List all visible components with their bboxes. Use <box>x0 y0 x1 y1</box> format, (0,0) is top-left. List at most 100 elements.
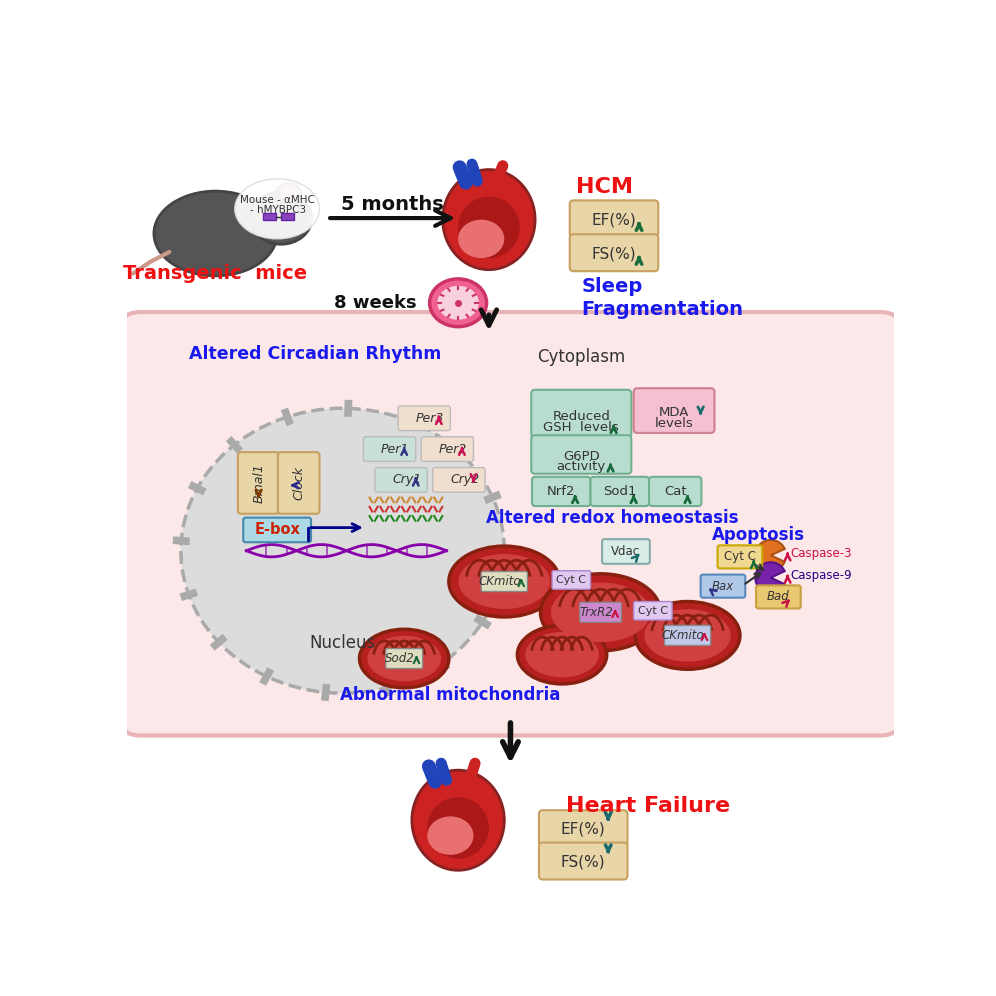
Text: Mouse - αMHC: Mouse - αMHC <box>240 194 316 204</box>
FancyBboxPatch shape <box>263 213 276 220</box>
Ellipse shape <box>437 286 479 320</box>
FancyBboxPatch shape <box>532 477 591 506</box>
Ellipse shape <box>360 629 449 688</box>
Text: Bax: Bax <box>712 580 734 593</box>
Bar <box>281 407 294 426</box>
Ellipse shape <box>427 817 473 855</box>
Ellipse shape <box>181 408 504 693</box>
FancyBboxPatch shape <box>580 603 622 622</box>
Wedge shape <box>755 563 785 593</box>
Ellipse shape <box>525 632 599 677</box>
FancyBboxPatch shape <box>421 437 473 461</box>
FancyBboxPatch shape <box>539 810 627 848</box>
Ellipse shape <box>280 187 297 202</box>
Ellipse shape <box>276 183 302 206</box>
Text: Abnormal mitochondria: Abnormal mitochondria <box>341 686 561 704</box>
Text: Cry2: Cry2 <box>450 473 480 486</box>
Text: Altered redox homeostasis: Altered redox homeostasis <box>486 509 738 527</box>
Text: - hMYBPC3: - hMYBPC3 <box>250 204 306 214</box>
FancyBboxPatch shape <box>591 477 649 506</box>
Text: G6PD: G6PD <box>563 449 600 462</box>
Text: EF(%): EF(%) <box>592 212 636 227</box>
Text: 5 months: 5 months <box>342 195 444 214</box>
Ellipse shape <box>412 770 504 871</box>
FancyBboxPatch shape <box>570 234 658 271</box>
FancyBboxPatch shape <box>552 571 591 590</box>
Text: Heart Failure: Heart Failure <box>566 797 730 817</box>
FancyBboxPatch shape <box>539 843 627 879</box>
Ellipse shape <box>442 169 535 270</box>
Text: Cat: Cat <box>664 485 686 498</box>
Wedge shape <box>755 540 785 571</box>
Text: CKmito: CKmito <box>661 628 704 641</box>
Ellipse shape <box>635 602 740 669</box>
Ellipse shape <box>368 635 441 681</box>
Bar <box>172 537 190 545</box>
Ellipse shape <box>154 191 277 276</box>
Bar <box>321 683 331 701</box>
Text: FS(%): FS(%) <box>561 855 606 870</box>
Bar <box>188 481 206 495</box>
FancyBboxPatch shape <box>278 452 320 514</box>
Text: Nrf2: Nrf2 <box>547 485 576 498</box>
FancyBboxPatch shape <box>717 546 762 569</box>
Ellipse shape <box>429 279 487 327</box>
Text: Per1: Per1 <box>381 442 409 455</box>
Text: Sleep
Fragmentation: Sleep Fragmentation <box>582 277 743 320</box>
Text: Cyt C: Cyt C <box>724 551 756 564</box>
Ellipse shape <box>458 196 520 258</box>
Text: Cry1: Cry1 <box>392 473 422 486</box>
Text: HCM: HCM <box>576 177 632 197</box>
FancyBboxPatch shape <box>633 388 714 433</box>
Bar <box>473 615 492 629</box>
Bar <box>434 654 450 672</box>
Text: Nucleus: Nucleus <box>310 634 375 652</box>
Bar <box>259 667 274 686</box>
Ellipse shape <box>458 554 550 609</box>
Ellipse shape <box>235 179 320 239</box>
Ellipse shape <box>250 192 312 244</box>
Text: Caspase-9: Caspase-9 <box>791 569 853 582</box>
Text: Bmal1: Bmal1 <box>252 463 265 503</box>
FancyBboxPatch shape <box>531 389 631 437</box>
Ellipse shape <box>551 583 650 642</box>
Text: Bad: Bad <box>767 591 790 604</box>
Text: EF(%): EF(%) <box>561 822 606 837</box>
Bar <box>210 633 228 650</box>
Ellipse shape <box>449 546 560 617</box>
Text: Apoptosis: Apoptosis <box>712 526 805 545</box>
Text: Clock: Clock <box>292 466 305 500</box>
Text: Reduced: Reduced <box>553 410 611 423</box>
Text: Altered Circadian Rhythm: Altered Circadian Rhythm <box>189 346 442 364</box>
Text: Caspase-3: Caspase-3 <box>791 547 853 560</box>
Text: activity: activity <box>557 459 606 472</box>
FancyBboxPatch shape <box>118 312 903 735</box>
Text: Transgenic  mice: Transgenic mice <box>124 264 308 283</box>
Text: MDA: MDA <box>658 406 689 419</box>
FancyBboxPatch shape <box>364 437 415 461</box>
Text: 8 weeks: 8 weeks <box>334 294 416 312</box>
FancyBboxPatch shape <box>238 452 280 514</box>
Text: Cyt C: Cyt C <box>637 606 668 616</box>
Bar <box>496 547 513 555</box>
Ellipse shape <box>541 574 660 650</box>
Text: E-box: E-box <box>254 523 300 538</box>
Bar <box>226 436 243 454</box>
FancyBboxPatch shape <box>570 200 658 237</box>
Text: Cytoplasm: Cytoplasm <box>537 348 625 366</box>
Ellipse shape <box>427 797 489 859</box>
Bar <box>344 399 353 417</box>
Bar <box>179 589 198 601</box>
FancyBboxPatch shape <box>243 518 311 542</box>
Text: Sod1: Sod1 <box>603 485 636 498</box>
Text: GSH  levels: GSH levels <box>544 421 620 434</box>
FancyBboxPatch shape <box>281 213 294 220</box>
FancyBboxPatch shape <box>602 539 649 564</box>
FancyBboxPatch shape <box>664 625 711 645</box>
FancyBboxPatch shape <box>531 435 631 474</box>
FancyBboxPatch shape <box>700 575 745 598</box>
Bar <box>381 678 393 697</box>
FancyBboxPatch shape <box>385 648 422 668</box>
Bar <box>401 411 415 430</box>
Ellipse shape <box>517 625 607 684</box>
